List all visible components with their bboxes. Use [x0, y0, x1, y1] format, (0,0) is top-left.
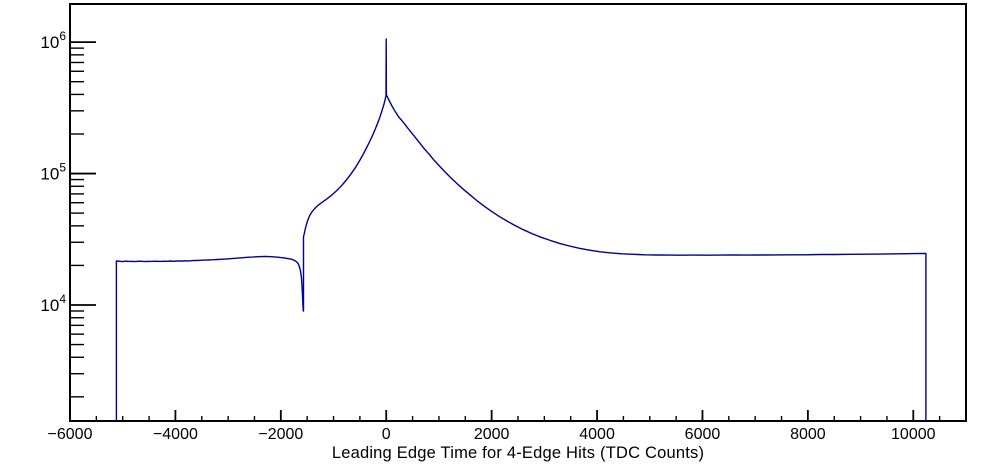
- histogram-line: [115, 38, 927, 421]
- x-tick-label: 4000: [579, 426, 615, 443]
- y-tick-label: 105: [40, 161, 66, 184]
- y-tick-label: 106: [40, 29, 66, 52]
- x-tick-label: 8000: [790, 426, 826, 443]
- x-tick-label: 6000: [685, 426, 721, 443]
- x-tick-label: −4000: [153, 426, 198, 443]
- x-axis-title: Leading Edge Time for 4-Edge Hits (TDC C…: [331, 444, 705, 462]
- x-tick-label: 2000: [474, 426, 510, 443]
- x-tick-label: −6000: [48, 426, 93, 443]
- x-tick-label: −2000: [258, 426, 303, 443]
- x-tick-label: 10000: [891, 426, 936, 443]
- plot-frame: [69, 3, 967, 422]
- y-tick-label: 104: [40, 292, 66, 315]
- x-tick-label: 0: [382, 426, 391, 443]
